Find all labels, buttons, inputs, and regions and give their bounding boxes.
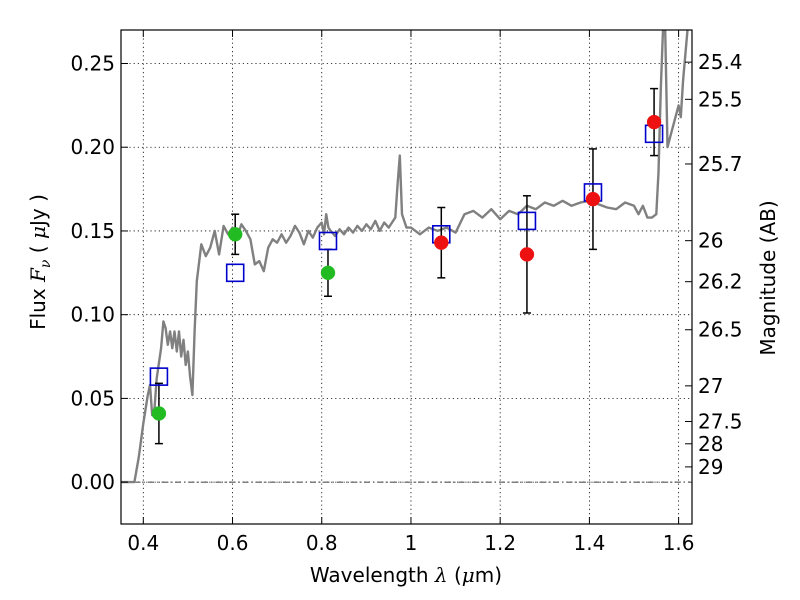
right-tick-label: 26.2 xyxy=(698,270,743,294)
right-tick-label: 26.5 xyxy=(698,318,743,342)
y-tick-label: 0.15 xyxy=(70,219,115,243)
y-axis-label: Flux Fν ( μJy ) xyxy=(26,194,54,330)
right-tick-label: 25.5 xyxy=(698,87,743,111)
observed-point xyxy=(585,191,601,207)
right-tick-label: 25.4 xyxy=(698,50,743,74)
ticks: 0.4 0.6 0.8 1 1.2 1.4 1.6 0.00 0.05 0.10 0.15 0.20 0… xyxy=(70,30,743,555)
right-tick-label: 28 xyxy=(698,432,723,456)
right-tick-label: 27 xyxy=(698,374,723,398)
y-tick-label: 0.25 xyxy=(70,51,115,75)
x-tick-label: 0.6 xyxy=(217,531,249,555)
model-photometry-square xyxy=(318,231,338,251)
x-tick-label: 1 xyxy=(405,531,418,555)
observed-point xyxy=(646,114,662,130)
right-tick-label: 26 xyxy=(698,229,723,253)
observed-point xyxy=(434,235,449,250)
model-spectrum-layer xyxy=(121,30,689,484)
grid xyxy=(121,30,692,524)
x-axis-label: Wavelength λ (μm) xyxy=(310,563,502,587)
model-photometry-square xyxy=(225,263,245,283)
right-axis-label: Magnitude (AB) xyxy=(756,200,780,355)
x-tick-label: 0.8 xyxy=(306,531,338,555)
model-photometry-square xyxy=(149,367,169,386)
y-tick-label: 0.20 xyxy=(70,135,115,159)
right-tick-label: 29 xyxy=(698,455,723,479)
right-tick-label: 25.7 xyxy=(698,152,743,176)
observed-point xyxy=(519,247,535,262)
x-tick-label: 1.6 xyxy=(663,531,695,555)
y-tick-label: 0.05 xyxy=(70,386,115,410)
x-tick-label: 1.2 xyxy=(484,531,516,555)
model-spectrum-line xyxy=(121,30,689,484)
y-tick-label: 0.10 xyxy=(70,303,115,327)
x-tick-label: 1.4 xyxy=(573,531,605,555)
plot-area xyxy=(121,30,692,524)
observed-point xyxy=(227,227,243,242)
observed-point xyxy=(151,406,167,421)
model-photometry-square xyxy=(517,211,537,231)
plot-frame xyxy=(120,29,693,525)
observed-points-layer xyxy=(151,114,662,421)
x-tick-label: 0.4 xyxy=(127,531,159,555)
observed-point xyxy=(320,265,336,281)
y-tick-label: 0.00 xyxy=(70,470,115,494)
right-tick-label: 27.5 xyxy=(698,410,743,434)
